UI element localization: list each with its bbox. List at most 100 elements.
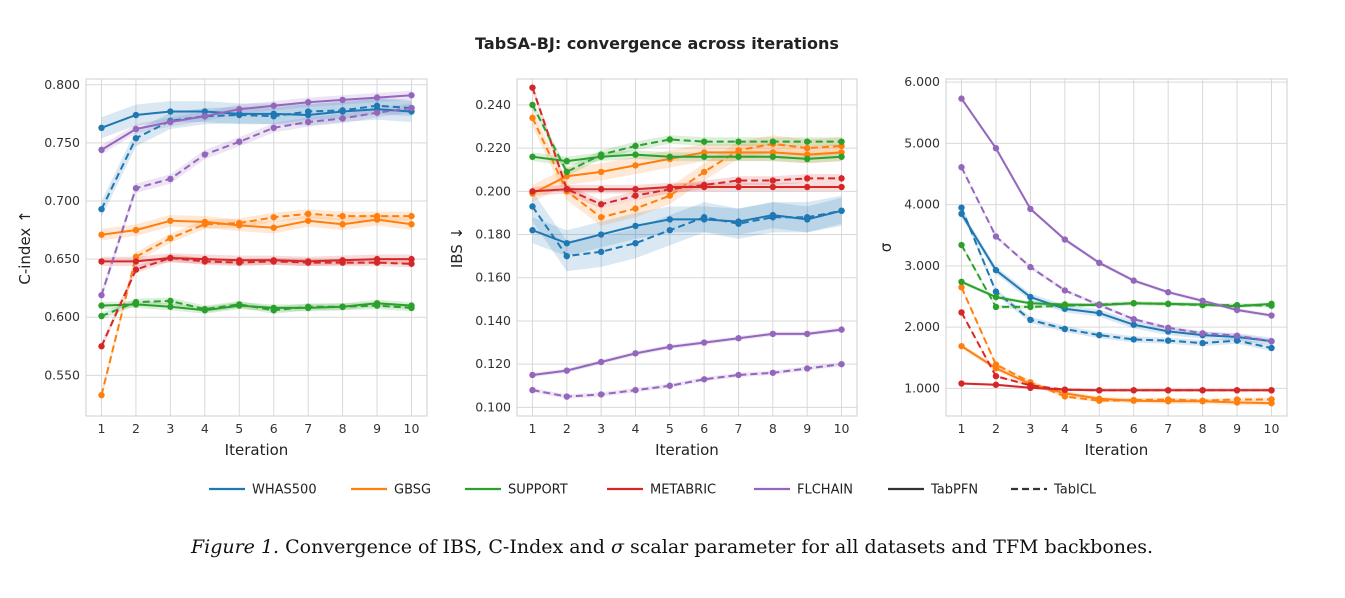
y-tick-label: 4.000 <box>904 197 940 212</box>
point-metabric-tabpfn <box>838 183 845 191</box>
point-flchain-tabpfn <box>1268 312 1275 319</box>
series-gbsg-tabpfn <box>98 216 415 238</box>
plot-frame <box>945 78 1288 417</box>
point-flchain-tabicl <box>339 115 346 122</box>
band-gbsg-tabpfn <box>532 143 842 203</box>
point-flchain-tabicl <box>529 386 536 394</box>
y-tick-label: 0.220 <box>475 140 511 155</box>
x-tick-label: 2 <box>992 421 1000 436</box>
point-gbsg-tabpfn <box>632 162 639 169</box>
point-support-tabpfn <box>632 151 639 158</box>
point-support-tabicl <box>1130 300 1137 307</box>
point-gbsg-tabicl <box>1268 396 1275 403</box>
y-tick-label: 0.240 <box>475 97 511 112</box>
x-axis-label: Iteration <box>655 441 719 459</box>
point-gbsg-tabicl <box>666 192 674 199</box>
point-metabric-tabicl <box>804 175 811 182</box>
point-flchain-tabicl <box>1268 338 1275 345</box>
point-support-tabicl <box>1164 300 1172 308</box>
point-metabric-tabpfn <box>958 380 965 387</box>
grid <box>86 79 427 416</box>
point-support-tabicl <box>167 297 174 305</box>
point-whas500-tabicl <box>804 214 811 221</box>
y-tick-label: 6.000 <box>904 74 940 89</box>
legend-item-tabpfn: TabPFN <box>888 483 978 498</box>
point-metabric-tabicl <box>236 259 243 266</box>
line-flchain-tabicl <box>960 166 1272 343</box>
point-flchain-tabpfn <box>167 118 174 126</box>
grid <box>946 79 1287 416</box>
x-tick-label: 9 <box>373 421 381 436</box>
point-whas500-tabicl <box>1027 316 1034 324</box>
line-flchain-tabicl <box>100 107 412 296</box>
point-flchain-tabpfn <box>529 371 536 379</box>
point-flchain-tabicl <box>700 376 708 383</box>
point-support-tabpfn <box>529 153 536 160</box>
point-flchain-tabpfn <box>270 102 277 109</box>
point-flchain-tabicl <box>132 185 140 192</box>
point-gbsg-tabicl <box>339 212 346 220</box>
series-support-tabicl <box>98 297 415 320</box>
series-flchain-tabpfn <box>958 95 1275 319</box>
point-flchain-tabicl <box>992 233 1000 240</box>
point-metabric-tabicl <box>838 175 845 182</box>
point-support-tabicl <box>666 136 674 143</box>
point-gbsg-tabicl <box>1199 397 1206 404</box>
point-flchain-tabpfn <box>735 335 742 342</box>
point-metabric-tabicl <box>735 177 742 184</box>
x-tick-label: 1 <box>958 421 966 436</box>
line-flchain-tabicl <box>532 363 842 398</box>
line-gbsg-tabicl <box>960 286 1272 402</box>
point-flchain-tabpfn <box>700 339 708 346</box>
point-metabric-tabicl <box>529 84 536 91</box>
caption-prefix: Figure 1. <box>190 536 279 558</box>
band-support-tabicl <box>532 100 842 177</box>
point-metabric-tabicl <box>1164 387 1172 394</box>
point-whas500-tabicl <box>769 214 777 221</box>
point-metabric-tabicl <box>992 372 1000 380</box>
point-support-tabpfn <box>735 153 742 160</box>
y-tick-label: 0.700 <box>44 193 80 208</box>
point-flchain-tabicl <box>563 393 570 400</box>
point-flchain-tabpfn <box>563 367 570 374</box>
point-support-tabpfn <box>992 293 1000 301</box>
point-gbsg-tabicl <box>408 212 415 220</box>
point-flchain-tabicl <box>632 386 639 394</box>
x-tick-label: 10 <box>404 421 420 436</box>
point-gbsg-tabpfn <box>408 221 415 228</box>
line-flchain-tabpfn <box>960 98 1272 317</box>
point-whas500-tabicl <box>236 111 243 119</box>
band-metabric-tabicl <box>532 83 842 209</box>
point-whas500-tabpfn <box>666 216 674 223</box>
y-tick-label: 0.600 <box>44 309 80 324</box>
band-whas500-tabpfn <box>532 197 842 257</box>
point-gbsg-tabicl <box>1096 397 1103 404</box>
point-support-tabicl <box>597 151 605 158</box>
series-metabric-tabicl <box>529 84 845 208</box>
point-support-tabpfn <box>98 302 105 309</box>
legend-item-metabric: METABRIC <box>607 483 716 498</box>
legend-item-whas500: WHAS500 <box>209 483 317 498</box>
point-flchain-tabicl <box>1061 287 1069 294</box>
point-support-tabicl <box>1061 302 1069 309</box>
point-metabric-tabicl <box>408 260 415 267</box>
point-support-tabicl <box>958 241 965 249</box>
point-metabric-tabicl <box>339 259 346 266</box>
point-flchain-tabicl <box>167 175 174 183</box>
x-tick-label: 6 <box>1130 421 1138 436</box>
x-tick-label: 3 <box>1026 421 1034 436</box>
point-support-tabpfn <box>769 153 777 160</box>
panel-c-index: 0.550 0.600 0.650 0.700 0.750 0.800 1 2 3 4 5 6 7 8 9 1… <box>16 77 428 459</box>
y-axis-label: IBS ↓ <box>448 227 466 268</box>
y-tick-label: 0.160 <box>475 270 511 285</box>
point-flchain-tabpfn <box>408 92 415 99</box>
x-tick-label: 4 <box>1061 421 1069 436</box>
y-tick-label: 0.750 <box>44 135 80 150</box>
point-support-tabicl <box>304 303 312 310</box>
point-whas500-tabicl <box>1061 325 1069 333</box>
line-gbsg-tabpfn <box>960 345 1272 405</box>
point-whas500-tabpfn <box>597 231 605 238</box>
point-whas500-tabicl <box>373 102 381 109</box>
band-metabric-tabicl <box>961 311 1272 392</box>
point-support-tabicl <box>700 138 708 145</box>
